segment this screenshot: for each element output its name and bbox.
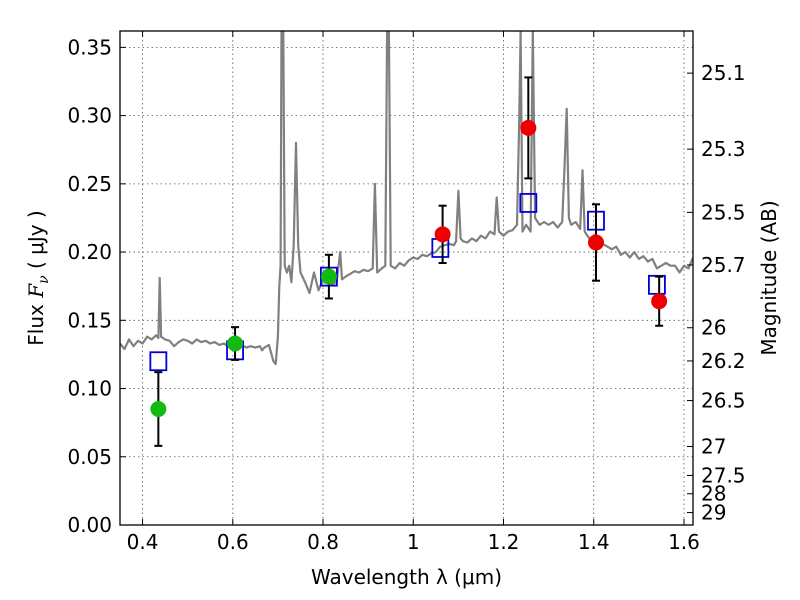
mag-tick-label: 25.7: [701, 253, 746, 277]
y-tick-label: 0.35: [67, 35, 112, 59]
mag-tick-label: 25.5: [701, 200, 746, 224]
y-tick-label: 0.00: [67, 513, 112, 537]
model-photometry-square: [519, 193, 538, 213]
mag-tick-label: 25.3: [701, 137, 746, 161]
y-axis-label-subscript: ν: [36, 275, 52, 284]
y-tick-label: 0.30: [67, 104, 112, 128]
mag-tick-label: 25.1: [701, 61, 746, 85]
x-tick-label: 1: [407, 530, 420, 554]
observed-optical-point: [320, 268, 337, 285]
axis-ticks: 0.4 0.6 0.8 1 1.2 1.4 1.6 0.00 0.05 0.10 0.15 0.20 0…: [67, 31, 746, 554]
observed-optical-point: [150, 401, 167, 418]
y-axis-label-prefix: Flux: [24, 298, 48, 346]
mag-tick-label: 26.5: [701, 389, 746, 413]
observed-nir-point: [651, 293, 668, 310]
x-tick-label: 0.8: [307, 530, 339, 554]
y-axis-label-unit: ( μJy ): [24, 210, 48, 275]
y-tick-label: 0.05: [67, 445, 112, 469]
mag-tick-label: 26: [701, 316, 726, 340]
y-tick-label: 0.10: [67, 377, 112, 401]
observed-optical-point: [227, 335, 244, 352]
x-tick-label: 0.6: [217, 530, 249, 554]
x-tick-label: 1.6: [668, 530, 700, 554]
y-tick-label: 0.20: [67, 240, 112, 264]
x-axis-label: Wavelength λ (μm): [311, 565, 502, 589]
y-tick-label: 0.25: [67, 172, 112, 196]
plot-data: [120, 31, 693, 447]
observed-nir-point: [520, 119, 537, 136]
mag-tick-label: 29: [701, 501, 726, 525]
mag-tick-label: 26.2: [701, 349, 746, 373]
model-spectrum-line: [120, 31, 693, 366]
x-tick-label: 0.4: [127, 530, 159, 554]
x-tick-label: 1.4: [578, 530, 610, 554]
model-photometry-square: [149, 351, 168, 372]
plot-frame: [119, 30, 694, 526]
y-axis-label: Flux Fν ( μJy ): [24, 210, 52, 345]
mag-tick-label: 27: [701, 434, 726, 458]
y-tick-label: 0.15: [67, 308, 112, 332]
observed-nir-point: [587, 234, 604, 251]
x-tick-label: 1.2: [488, 530, 520, 554]
mag-tick-label: 27.5: [701, 463, 746, 487]
y-axis-right-label: Magnitude (AB): [757, 200, 781, 355]
mag-tick-label: 28: [701, 482, 726, 506]
observed-nir-point: [434, 226, 451, 243]
y-axis-label-symbol: F: [24, 283, 48, 299]
